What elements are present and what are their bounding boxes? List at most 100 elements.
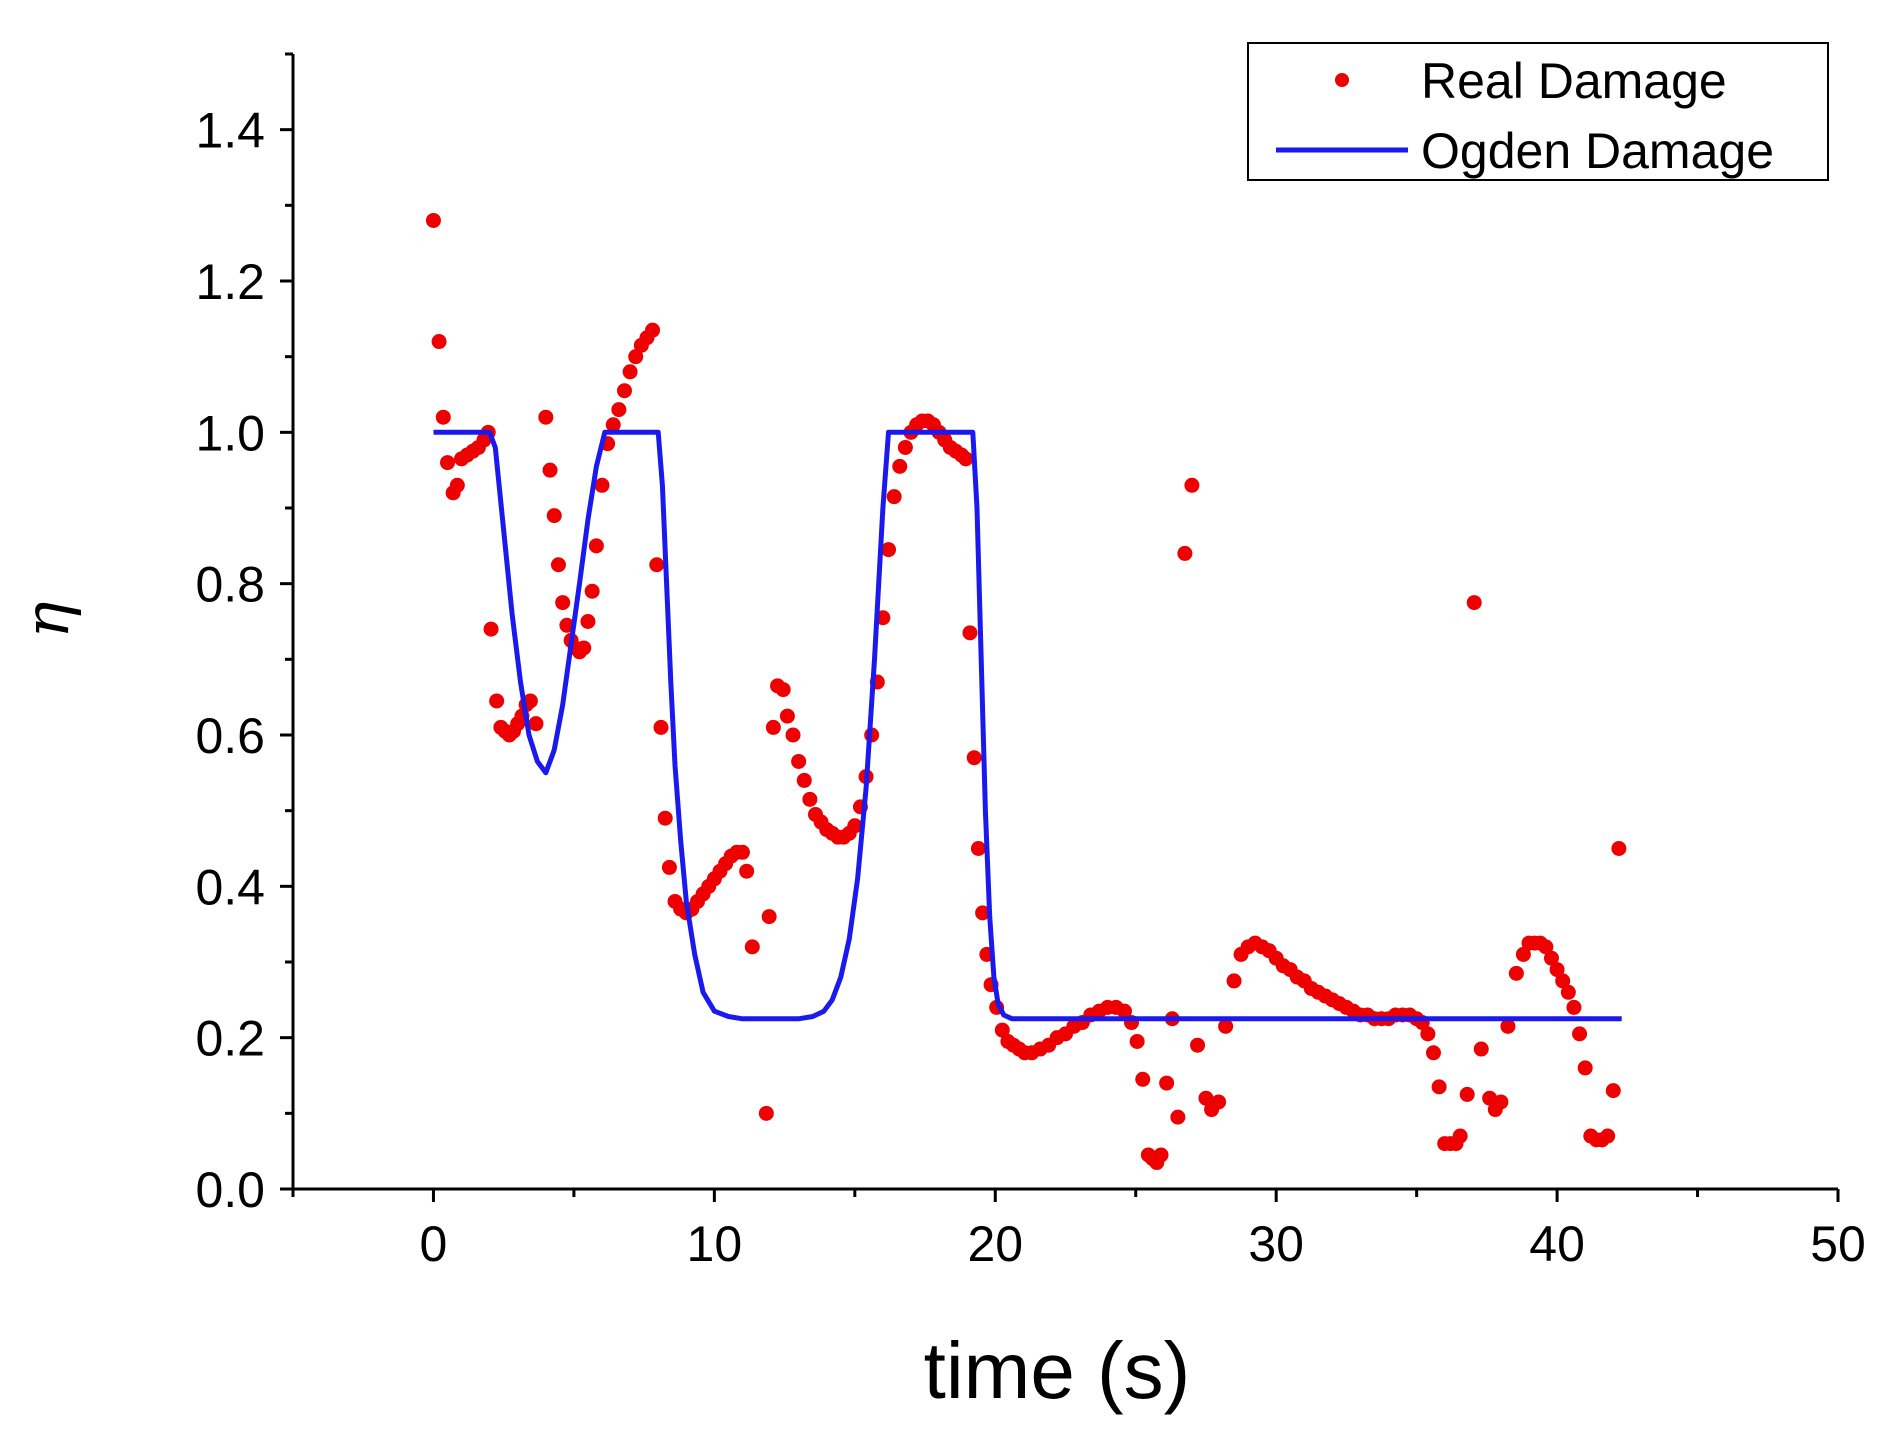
real-damage-point bbox=[1452, 1128, 1468, 1144]
real-damage-point bbox=[555, 595, 571, 611]
real-damage-point bbox=[796, 772, 812, 788]
real-damage-point bbox=[1190, 1037, 1206, 1053]
real-damage-point bbox=[1572, 1026, 1588, 1042]
real-damage-point bbox=[1159, 1075, 1175, 1091]
real-damage-point bbox=[580, 614, 596, 629]
real-damage-point bbox=[1170, 1109, 1186, 1125]
real-damage-point bbox=[881, 542, 897, 558]
real-damage-point bbox=[653, 719, 669, 735]
real-damage-point bbox=[538, 409, 554, 425]
y-tick-label: 0.4 bbox=[195, 859, 265, 915]
ogden-damage-line bbox=[433, 429, 1622, 1022]
real-damage-point bbox=[1577, 1060, 1593, 1076]
real-damage-point bbox=[734, 844, 750, 860]
real-damage-point bbox=[791, 753, 807, 769]
x-tick-label: 10 bbox=[687, 1216, 743, 1272]
real-damage-point bbox=[761, 909, 777, 925]
real-damage-point bbox=[588, 538, 604, 554]
real-damage-point bbox=[483, 621, 499, 637]
real-damage-point bbox=[611, 402, 627, 418]
real-damage-point bbox=[802, 791, 818, 807]
legend-marker-real-damage bbox=[1335, 73, 1349, 87]
real-damage-point bbox=[661, 859, 677, 875]
real-damage-point bbox=[1184, 477, 1200, 493]
legend-label-real-damage: Real Damage bbox=[1421, 53, 1727, 109]
y-tick-label: 1.4 bbox=[195, 103, 265, 159]
real-damage-point bbox=[657, 810, 673, 826]
real-damage-point bbox=[1538, 939, 1554, 955]
x-tick-label: 40 bbox=[1529, 1216, 1585, 1272]
real-damage-point bbox=[1226, 973, 1242, 989]
x-tick-label: 20 bbox=[967, 1216, 1023, 1272]
real-damage-point bbox=[616, 383, 632, 399]
real-damage-point bbox=[765, 719, 781, 735]
real-damage-point bbox=[576, 640, 592, 656]
y-tick-label: 0.0 bbox=[195, 1162, 265, 1218]
real-damage-point bbox=[622, 364, 638, 380]
x-axis-title: time (s) bbox=[924, 1326, 1191, 1415]
x-tick-label: 50 bbox=[1810, 1216, 1866, 1272]
real-damage-point bbox=[744, 939, 760, 955]
real-damage-point bbox=[489, 693, 505, 709]
real-damage-point bbox=[1431, 1079, 1447, 1095]
y-tick-label: 0.6 bbox=[195, 708, 265, 764]
real-damage-point bbox=[1116, 1003, 1132, 1019]
real-damage-point bbox=[1566, 999, 1582, 1015]
real-damage-point bbox=[892, 458, 908, 474]
real-damage-point bbox=[1508, 965, 1524, 981]
real-damage-point bbox=[559, 617, 575, 633]
real-damage-point bbox=[1198, 1090, 1214, 1106]
real-damage-point bbox=[1560, 984, 1576, 1000]
real-damage-point bbox=[847, 818, 863, 834]
legend-label-ogden-damage: Ogden Damage bbox=[1421, 123, 1774, 179]
real-damage-point bbox=[897, 439, 913, 455]
real-damage-point bbox=[449, 477, 465, 493]
real-damage-point bbox=[1218, 1018, 1234, 1034]
real-damage-point bbox=[1611, 841, 1627, 856]
real-damage-point bbox=[1549, 962, 1565, 978]
real-damage-point bbox=[1605, 1083, 1621, 1099]
real-damage-point bbox=[758, 1105, 774, 1121]
real-damage-point bbox=[1425, 1045, 1441, 1061]
real-damage-point bbox=[605, 417, 621, 433]
real-damage-point bbox=[1459, 1086, 1475, 1102]
real-damage-point bbox=[970, 841, 986, 856]
real-damage-point bbox=[584, 583, 600, 599]
real-damage-point bbox=[962, 625, 978, 641]
plot-series-points bbox=[425, 212, 1627, 1171]
y-tick-label: 0.8 bbox=[195, 557, 265, 613]
real-damage-point bbox=[1153, 1147, 1169, 1163]
real-damage-point bbox=[1500, 1018, 1516, 1034]
real-damage-point bbox=[886, 489, 902, 505]
real-damage-point bbox=[440, 455, 455, 471]
real-damage-point bbox=[1211, 1094, 1227, 1110]
real-damage-point bbox=[785, 727, 801, 743]
real-damage-point bbox=[1135, 1071, 1151, 1087]
real-damage-point bbox=[1129, 1033, 1145, 1049]
real-damage-point bbox=[1473, 1041, 1489, 1057]
y-axis-title: η bbox=[10, 601, 83, 638]
real-damage-point bbox=[1515, 946, 1531, 962]
real-damage-point bbox=[1555, 973, 1571, 989]
legend: Real Damage Ogden Damage bbox=[1247, 42, 1829, 181]
real-damage-point bbox=[1543, 950, 1559, 966]
real-damage-point bbox=[645, 322, 661, 338]
real-damage-point bbox=[550, 557, 566, 573]
legend-box bbox=[1247, 42, 1829, 181]
real-damage-point bbox=[1177, 545, 1193, 561]
real-damage-point bbox=[628, 349, 644, 365]
axes: 0 10 20 30 40 50 0.0 0.2 0.4 0.6 0.8 1.0 1.2 1.4 bbox=[195, 52, 1866, 1272]
real-damage-point bbox=[425, 212, 441, 228]
real-damage-point bbox=[975, 905, 991, 921]
real-damage-point bbox=[1466, 595, 1482, 611]
real-damage-point bbox=[528, 716, 544, 732]
real-damage-point bbox=[966, 750, 982, 766]
real-damage-point bbox=[1600, 1128, 1616, 1144]
real-damage-point bbox=[994, 1022, 1010, 1038]
real-damage-point bbox=[594, 477, 610, 493]
y-tick-label: 0.2 bbox=[195, 1011, 265, 1067]
real-damage-point bbox=[775, 682, 791, 698]
real-damage-point bbox=[739, 863, 755, 879]
real-damage-point bbox=[435, 409, 451, 425]
